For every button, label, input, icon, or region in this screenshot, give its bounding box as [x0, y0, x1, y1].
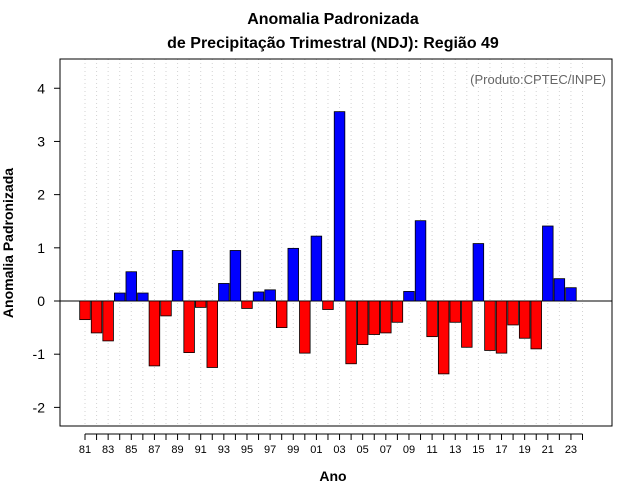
- x-tick-label: 19: [519, 444, 531, 456]
- x-tick-label: 81: [79, 444, 91, 456]
- bar-2011: [426, 300, 438, 338]
- bar-1994: [229, 250, 242, 302]
- bar-1986: [137, 292, 149, 302]
- x-tick-label: 09: [403, 444, 415, 456]
- bar-2002: [322, 300, 334, 310]
- bar-1996: [252, 291, 265, 302]
- bar-1989: [171, 250, 184, 302]
- bar-2023: [565, 287, 577, 302]
- bar-2013: [449, 300, 461, 323]
- bars: [79, 111, 577, 375]
- y-tick-label: -1: [33, 346, 46, 362]
- gridlines: [84, 59, 584, 426]
- bar-2022: [553, 278, 566, 302]
- x-tick-label: 87: [148, 444, 160, 456]
- bar-1997: [264, 289, 276, 302]
- bar-2015: [472, 243, 485, 302]
- x-tick-label: 89: [171, 444, 183, 456]
- bar-1995: [241, 300, 253, 309]
- y-tick-label: 1: [37, 240, 45, 256]
- x-tick-label: 23: [565, 444, 577, 456]
- y-tick-label: 0: [37, 293, 45, 309]
- bar-2003: [333, 111, 346, 302]
- x-tick-label: 15: [472, 444, 484, 456]
- bar-2016: [484, 300, 496, 351]
- bar-2021: [542, 225, 554, 302]
- x-tick-label: 03: [333, 444, 345, 456]
- bar-2007: [380, 300, 392, 334]
- x-tick-label: 95: [241, 444, 253, 456]
- y-axis: -2 -1 0 1 2 3 4: [33, 80, 60, 415]
- bar-1988: [160, 300, 172, 317]
- bar-1984: [114, 292, 126, 302]
- bar-2009: [403, 291, 415, 302]
- bar-2014: [461, 300, 473, 348]
- chart-subtitle: de Precipitação Trimestral (NDJ): Região…: [167, 35, 499, 52]
- x-tick-label: 17: [495, 444, 507, 456]
- x-tick-label: 99: [287, 444, 299, 456]
- y-tick-label: -2: [33, 399, 46, 415]
- x-tick-label: 85: [125, 444, 137, 456]
- bar-2008: [391, 300, 404, 323]
- x-tick-label: 97: [264, 444, 276, 456]
- x-tick-label: 83: [102, 444, 114, 456]
- x-tick-label: 07: [380, 444, 392, 456]
- bar-1991: [194, 300, 207, 308]
- bar-1982: [90, 300, 103, 334]
- x-tick-label: 91: [195, 444, 207, 456]
- bar-1981: [79, 300, 91, 321]
- y-tick-label: 2: [37, 187, 45, 203]
- chart-title: Anomalia Padronizada: [247, 11, 419, 28]
- y-tick-label: 3: [37, 133, 45, 149]
- bar-1998: [275, 300, 288, 329]
- x-tick-label: 93: [218, 444, 230, 456]
- x-tick-label: 11: [426, 444, 437, 456]
- x-tick-label: 13: [449, 444, 461, 456]
- bar-2020: [530, 300, 542, 350]
- bar-1990: [183, 300, 195, 353]
- bar-2005: [356, 300, 369, 346]
- bar-2017: [495, 300, 508, 354]
- y-axis-title: Anomalia Padronizada: [0, 168, 16, 318]
- bar-2004: [345, 300, 357, 365]
- bar-1993: [218, 283, 230, 302]
- bar-2018: [507, 300, 519, 326]
- x-tick-label: 01: [310, 444, 322, 456]
- y-tick-label: 4: [37, 80, 45, 96]
- bar-2019: [518, 300, 531, 339]
- x-axis-title: Ano: [319, 468, 346, 484]
- bar-2010: [414, 220, 427, 302]
- bar-2006: [368, 300, 380, 335]
- bar-2001: [310, 235, 323, 302]
- bar-1983: [102, 300, 114, 342]
- x-tick-label: 21: [542, 444, 554, 456]
- bar-1987: [148, 300, 161, 367]
- bar-2012: [437, 300, 450, 375]
- credit-label: (Produto:CPTEC/INPE): [470, 72, 606, 87]
- x-tick-label: 05: [357, 444, 369, 456]
- x-axis: 81 83 85 87 89 91 93 95 97 99 01 03 05 07 09 11 13 15 17 19…: [79, 433, 584, 456]
- plot-frame: [59, 58, 613, 427]
- bar-1992: [206, 300, 218, 368]
- bar-1999: [287, 247, 299, 302]
- bar-2000: [299, 300, 311, 354]
- bar-1985: [125, 271, 137, 302]
